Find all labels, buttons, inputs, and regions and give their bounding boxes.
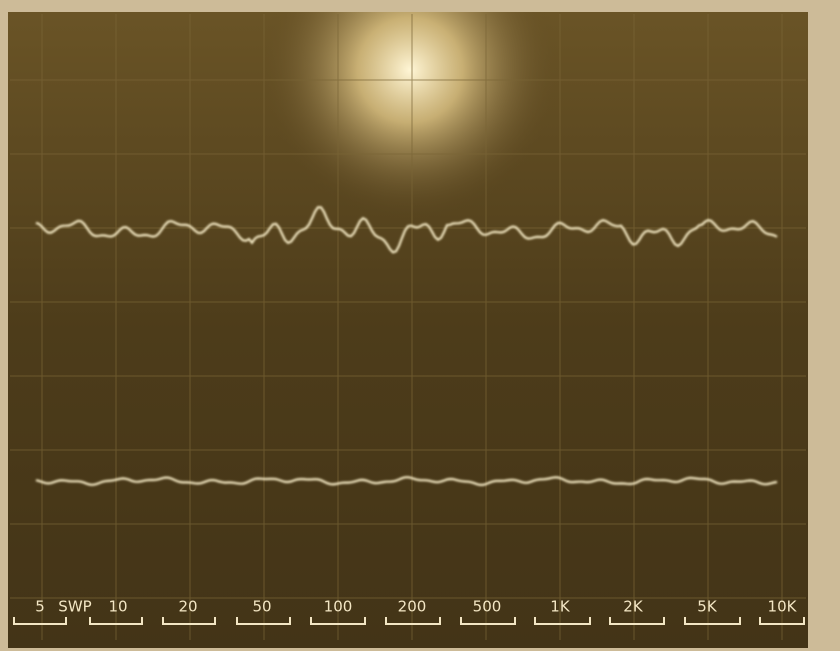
scale-label: 5	[35, 598, 45, 616]
scale-label: 20	[178, 598, 197, 616]
scale-label: 2K	[623, 598, 644, 616]
scale-bracket	[310, 617, 366, 625]
scale-bracket	[13, 617, 67, 625]
scale-label: 5K	[697, 598, 718, 616]
lower-trace	[35, 476, 778, 486]
scale-label: 200	[398, 598, 427, 616]
graticule	[10, 14, 806, 640]
upper-trace	[35, 206, 778, 254]
scale-label: 500	[473, 598, 502, 616]
scale-label: 10K	[768, 598, 798, 616]
frequency-scale: 5 SWP 10 20 50 100 200 500 1K 2K 5K 10K	[13, 598, 805, 625]
scale-label: 10	[108, 598, 127, 616]
scale-bracket	[236, 617, 291, 625]
scale-label: 1K	[550, 598, 571, 616]
scale-bracket	[385, 617, 441, 625]
scale-label: 50	[252, 598, 271, 616]
scale-bracket	[534, 617, 591, 625]
scale-label: SWP	[58, 598, 91, 616]
scale-bracket	[684, 617, 741, 625]
scale-bracket	[89, 617, 143, 625]
scale-label: 100	[324, 598, 353, 616]
scale-bracket	[162, 617, 216, 625]
traces	[35, 206, 778, 486]
scale-bracket	[759, 617, 805, 625]
scale-bracket	[609, 617, 665, 625]
glare	[8, 12, 808, 648]
scale-bracket	[460, 617, 516, 625]
